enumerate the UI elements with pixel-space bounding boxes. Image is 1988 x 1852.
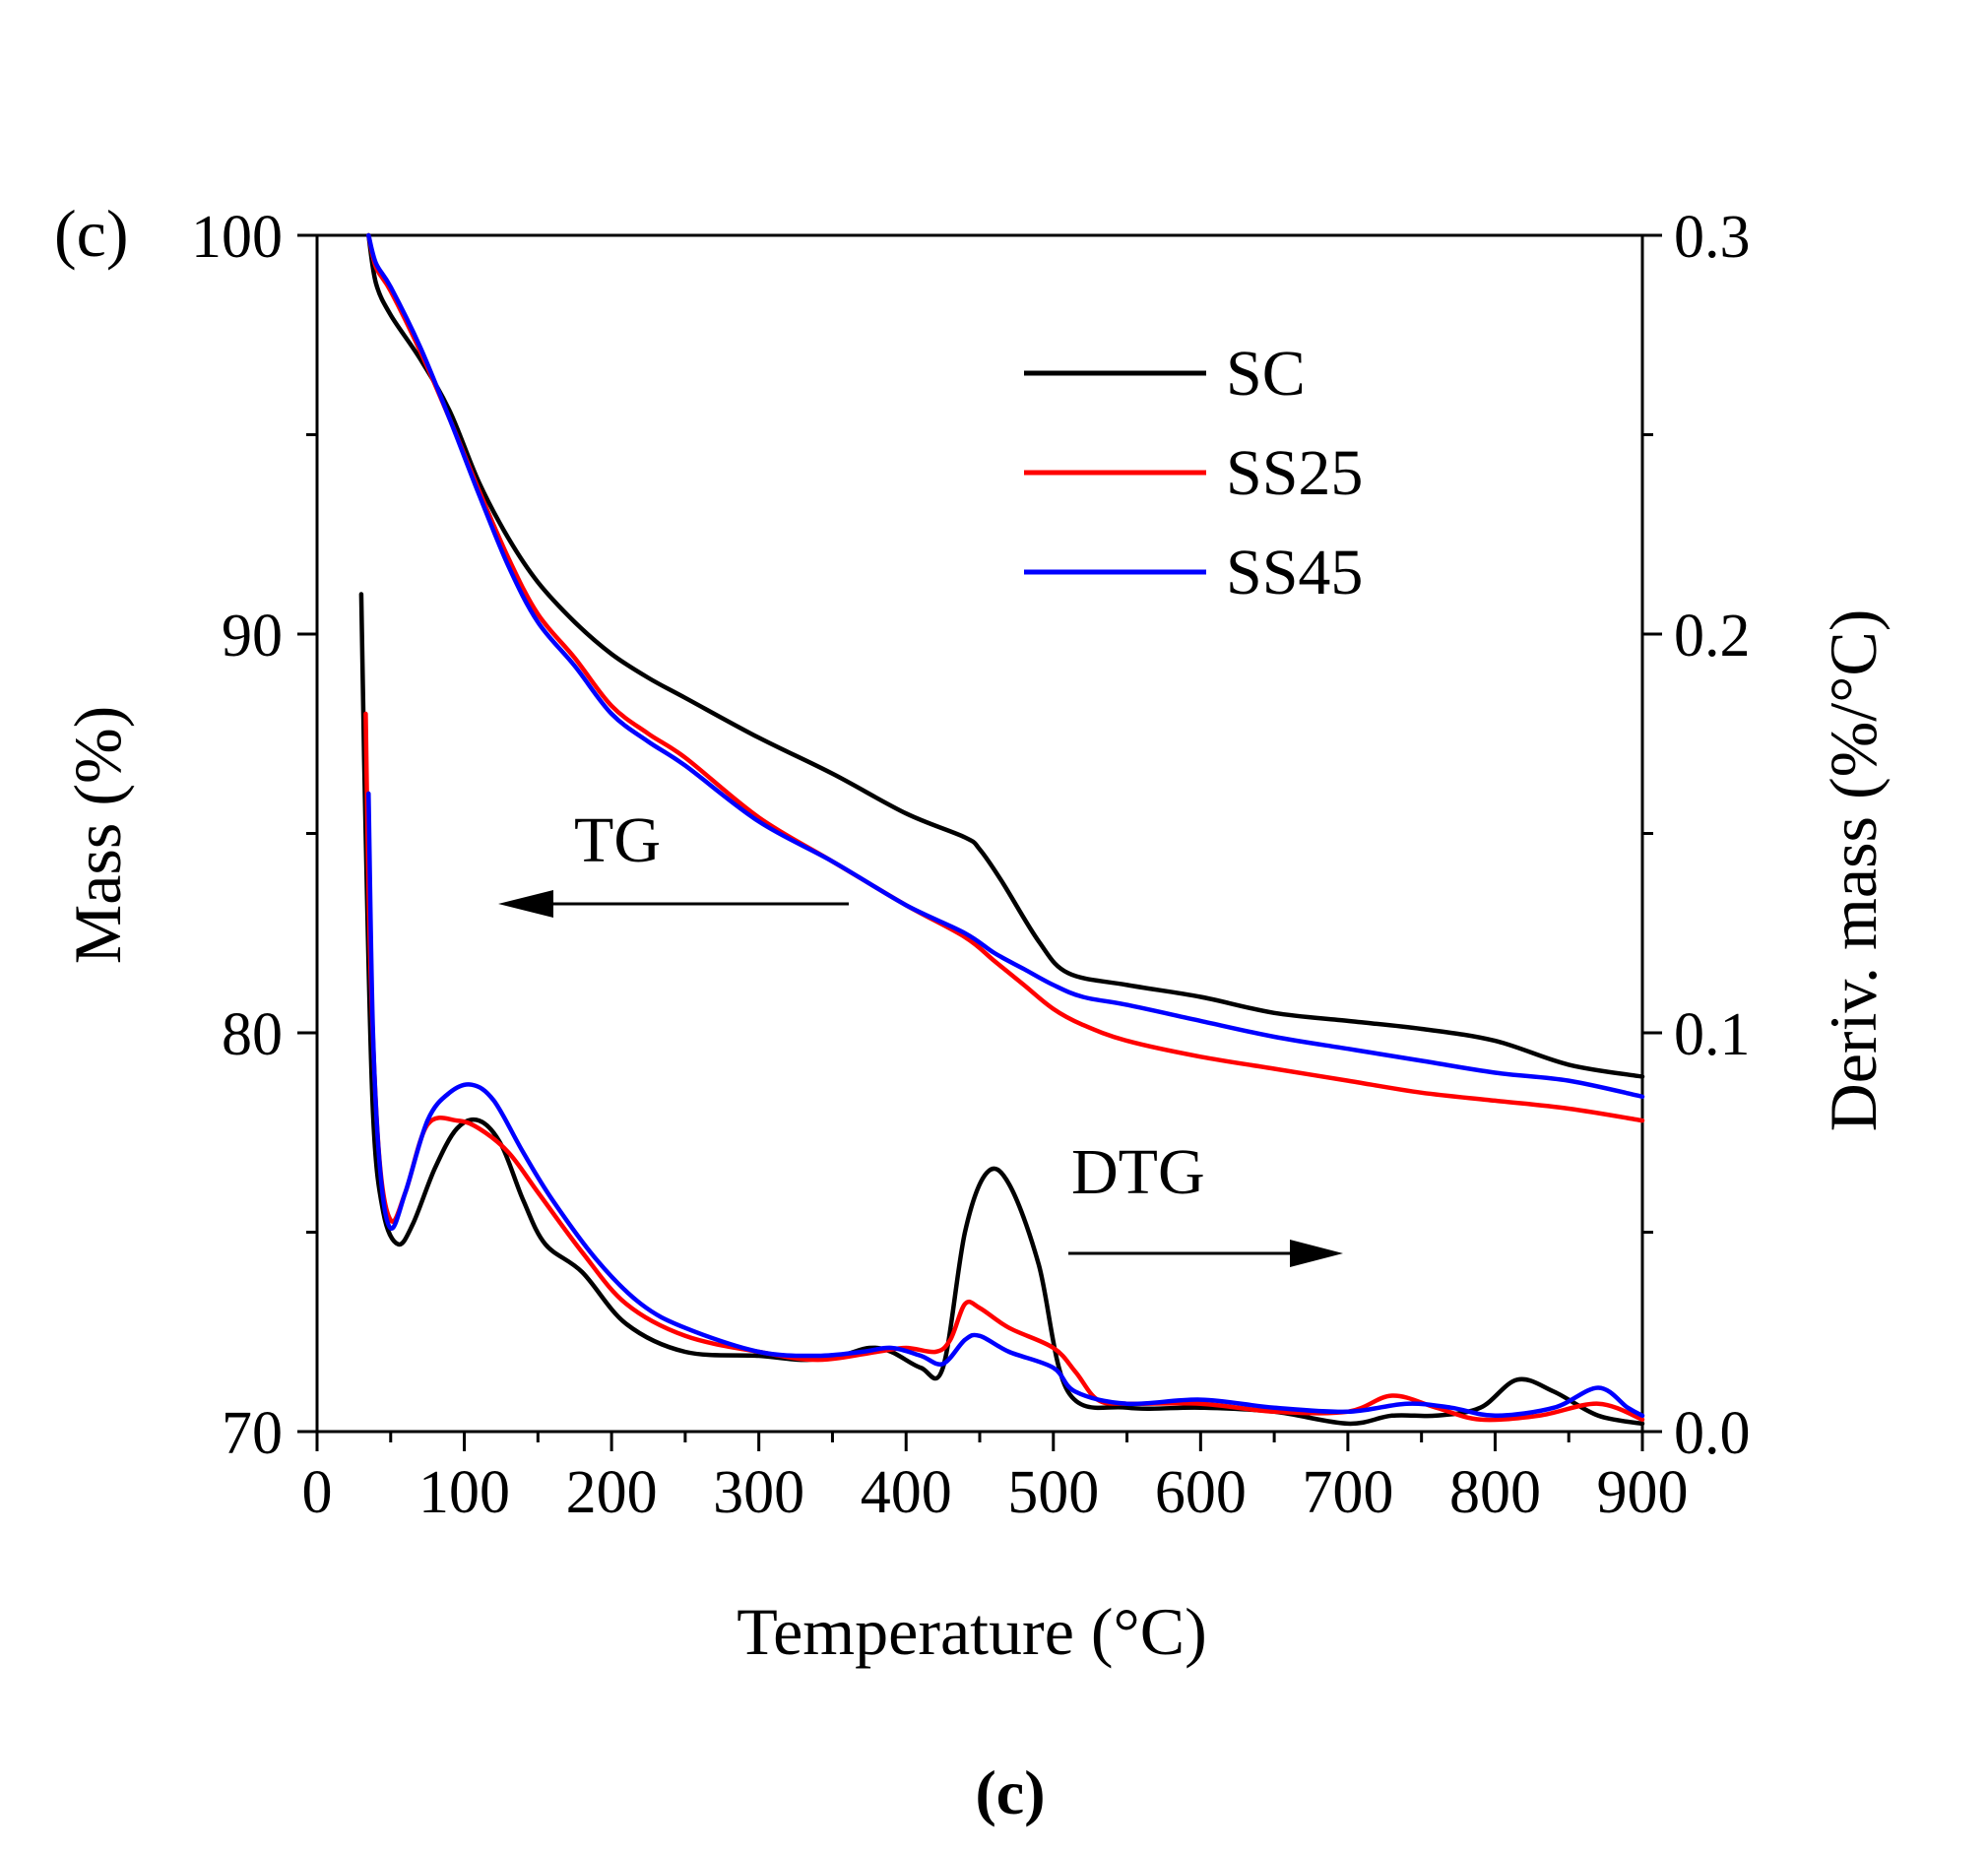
panel-label: (c)	[54, 196, 128, 271]
figure-caption: (c)	[975, 1757, 1045, 1827]
y-right-axis-title: Deriv. mass (%/°C)	[1816, 609, 1891, 1132]
legend-label-ss25: SS25	[1226, 437, 1363, 509]
x-tick-label: 0	[302, 1459, 333, 1526]
y-left-tick-label: 70	[222, 1400, 283, 1467]
y-right-tick-label: 0.1	[1674, 1001, 1751, 1068]
series-line-ss45-dtg	[366, 791, 1645, 1419]
series-line-ss25-tg	[366, 232, 1645, 1123]
x-axis: 0 100 200 300 400 500 600 700 800 900	[302, 1432, 1689, 1526]
y-right-tick-label: 0.3	[1674, 204, 1751, 271]
annotation-tg: TG	[498, 804, 849, 918]
series-line-sc-dtg	[358, 592, 1645, 1427]
x-tick-label: 900	[1597, 1459, 1689, 1526]
x-tick-label: 700	[1302, 1459, 1393, 1526]
y-left-tick-label: 80	[222, 1001, 283, 1068]
x-tick-label: 300	[713, 1459, 804, 1526]
y-left-tick-label: 100	[191, 204, 283, 271]
y-left-axis-title: Mass (%)	[60, 706, 135, 965]
series-line-ss45-tg	[366, 232, 1645, 1100]
y-right-tick-label: 0.0	[1674, 1400, 1751, 1467]
x-tick-label: 200	[566, 1459, 658, 1526]
legend-label-sc: SC	[1226, 338, 1306, 410]
annotation-dtg-label: DTG	[1071, 1136, 1205, 1208]
plot-frame	[315, 233, 1644, 1434]
y-left-tick-label: 90	[222, 603, 283, 670]
annotation-tg-arrowhead	[498, 890, 553, 918]
annotation-tg-label: TG	[574, 804, 661, 876]
legend: SC SS25 SS45	[1024, 338, 1363, 608]
y-left-axis: 70 80 90 100	[191, 204, 317, 1467]
x-tick-label: 400	[861, 1459, 952, 1526]
series-line-sc-tg	[366, 232, 1645, 1079]
y-right-axis: 0.0 0.1 0.2 0.3	[1642, 204, 1751, 1467]
series-layer	[358, 232, 1645, 1427]
x-tick-label: 500	[1007, 1459, 1099, 1526]
annotation-dtg-arrowhead	[1290, 1240, 1343, 1267]
plot-border	[315, 233, 1644, 1434]
x-tick-label: 100	[418, 1459, 510, 1526]
x-axis-title: Temperature (°C)	[737, 1594, 1206, 1669]
x-tick-label: 600	[1155, 1459, 1247, 1526]
x-tick-label: 800	[1449, 1459, 1541, 1526]
y-right-tick-label: 0.2	[1674, 603, 1751, 670]
annotation-dtg: DTG	[1068, 1136, 1343, 1267]
legend-label-ss45: SS45	[1226, 537, 1363, 608]
